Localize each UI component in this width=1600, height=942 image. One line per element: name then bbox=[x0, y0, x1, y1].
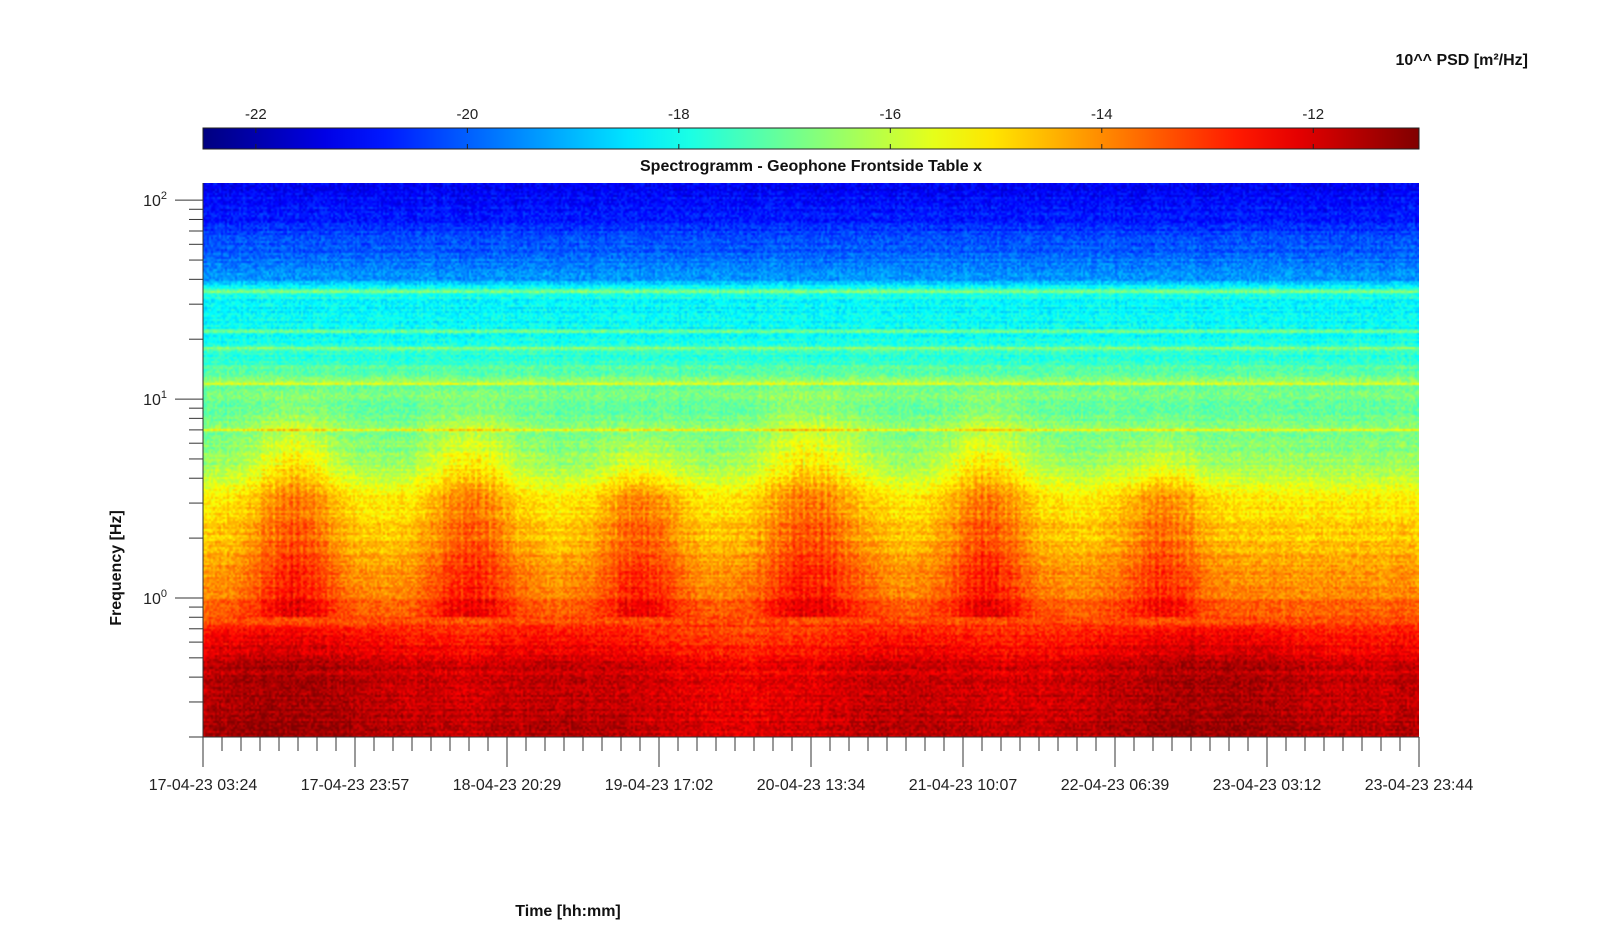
x-axis-label: Time [hh:mm] bbox=[515, 903, 621, 920]
x-tick-label: 23-04-23 23:44 bbox=[1365, 777, 1474, 794]
y-axis-label: Frequency [Hz] bbox=[108, 510, 125, 626]
colorbar: -22 -20 -18 -16 -14 -12 bbox=[202, 106, 1420, 150]
colorbar-tick-label: -22 bbox=[245, 106, 267, 123]
x-tick-label: 17-04-23 23:57 bbox=[301, 777, 410, 794]
chart-title: Spectrogramm - Geophone Frontside Table … bbox=[640, 158, 982, 175]
x-tick-label: 23-04-23 03:12 bbox=[1213, 777, 1322, 794]
colorbar-gradient bbox=[202, 127, 1420, 150]
x-tick-label: 17-04-23 03:24 bbox=[149, 777, 258, 794]
x-tick-label: 22-04-23 06:39 bbox=[1061, 777, 1170, 794]
colorbar-tick-label: -18 bbox=[668, 106, 690, 123]
colorbar-tick-label: -16 bbox=[879, 106, 901, 123]
colorbar-tick-label: -12 bbox=[1302, 106, 1324, 123]
y-tick-label: 101 bbox=[143, 389, 167, 409]
x-tick-label: 20-04-23 13:34 bbox=[757, 777, 866, 794]
y-tick-label: 102 bbox=[143, 190, 167, 210]
y-tick-label: 100 bbox=[143, 588, 167, 608]
colorbar-label: 10^^ PSD [m²/Hz] bbox=[1395, 52, 1528, 69]
colorbar-tick-label: -20 bbox=[457, 106, 479, 123]
spectrogram-heatmap bbox=[203, 183, 1419, 737]
x-tick-label: 19-04-23 17:02 bbox=[605, 777, 714, 794]
colorbar-tick-label: -14 bbox=[1091, 106, 1113, 123]
x-tick-label: 18-04-23 20:29 bbox=[453, 777, 562, 794]
y-axis: 102 101 100 bbox=[143, 183, 204, 738]
x-axis: 17-04-23 03:24 17-04-23 23:57 18-04-23 20:… bbox=[149, 736, 1474, 794]
x-tick-label: 21-04-23 10:07 bbox=[909, 777, 1018, 794]
